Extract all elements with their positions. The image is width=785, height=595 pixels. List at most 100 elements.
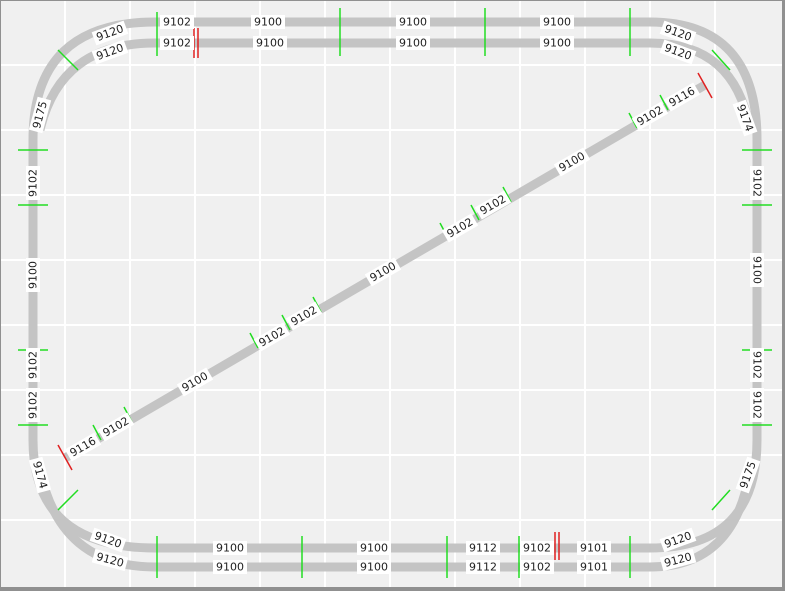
track-label: 9100 [216,561,244,574]
track-label: 9100 [399,16,427,29]
track-piece: 9100 [540,15,574,29]
inner-loop [35,38,755,572]
label-background [285,301,323,331]
track-label: 9112 [469,561,497,574]
label-background [357,541,391,555]
track-piece: 9102 [520,541,554,555]
label-background [26,348,40,382]
track-piece: 9120 [659,548,697,572]
track-piece: 9100 [213,560,247,574]
label-background [28,96,52,134]
track-piece: 9174 [28,456,52,494]
track-piece: 9100 [213,541,247,555]
label-background [466,560,500,574]
track-label: 9112 [469,542,497,555]
label-background [750,253,764,287]
outer-loop [28,17,762,553]
label-background [750,348,764,382]
track-piece: 9101 [577,541,611,555]
label-background [26,166,40,200]
label-background [97,412,135,442]
label-background [520,560,554,574]
track-label: 9101 [580,561,608,574]
track-piece: 9100 [357,541,391,555]
track-piece: 9100 [251,15,285,29]
track-piece: 9102 [750,348,764,382]
label-background [176,367,214,397]
label-background [520,541,554,555]
track-label: 9102 [27,351,40,379]
track-piece: 9102 [26,388,40,422]
label-background [64,432,102,462]
label-background [735,456,761,494]
label-background [396,15,430,29]
track-piece: 9100 [396,15,430,29]
track-piece: 9175 [28,96,52,134]
label-background [91,39,129,65]
label-background [659,548,697,572]
label-background [357,560,391,574]
label-background [91,20,129,46]
track-piece: 9102 [26,348,40,382]
label-background [160,15,194,29]
track-piece: 9100 [357,560,391,574]
track-label: 9100 [27,261,40,289]
track-label: 9100 [254,16,282,29]
track-label: 9102 [523,542,551,555]
track-piece: 9102 [750,166,764,200]
track-label: 9100 [216,542,244,555]
label-background [663,82,701,112]
label-background [213,560,247,574]
label-background [213,541,247,555]
track-label: 9100 [751,256,764,284]
label-background [553,147,591,177]
track-piece: 9100 [253,36,287,50]
label-background [659,527,697,553]
label-background [160,36,194,50]
track-label: 9100 [256,37,284,50]
track-label: 9102 [163,16,191,29]
track-label: 9100 [360,542,388,555]
track-label: 9100 [543,37,571,50]
track-piece: 9120 [91,548,129,572]
track-piece: 9102 [26,166,40,200]
track-label: 9100 [360,561,388,574]
track-piece: 9112 [466,541,500,555]
label-background [28,456,52,494]
track-piece: 9112 [466,560,500,574]
track-piece: 9100 [540,36,574,50]
track-piece: 9102 [160,36,194,50]
track-piece: 9100 [396,36,430,50]
track-piece: 9101 [577,560,611,574]
track-piece: 9100 [26,258,40,292]
track-label: 9102 [27,391,40,419]
label-background [540,15,574,29]
track-piece: 9102 [160,15,194,29]
label-background [441,213,479,243]
label-background [89,527,127,553]
label-background [91,548,129,572]
label-background [732,99,758,137]
label-background [577,560,611,574]
label-background [577,541,611,555]
label-background [251,15,285,29]
label-background [26,258,40,292]
track-label: 9100 [543,16,571,29]
label-background [466,541,500,555]
track-label: 9100 [399,37,427,50]
label-background [659,20,697,46]
label-background [364,257,402,287]
track-piece: 9102 [750,388,764,422]
track-label: 9102 [27,169,40,197]
track-label: 9102 [163,37,191,50]
label-background [659,39,697,65]
track-label: 9102 [751,169,764,197]
label-background [253,36,287,50]
track-label: 9102 [523,561,551,574]
label-background [26,388,40,422]
label-background [396,36,430,50]
track-label: 9101 [580,542,608,555]
label-background [474,190,512,220]
